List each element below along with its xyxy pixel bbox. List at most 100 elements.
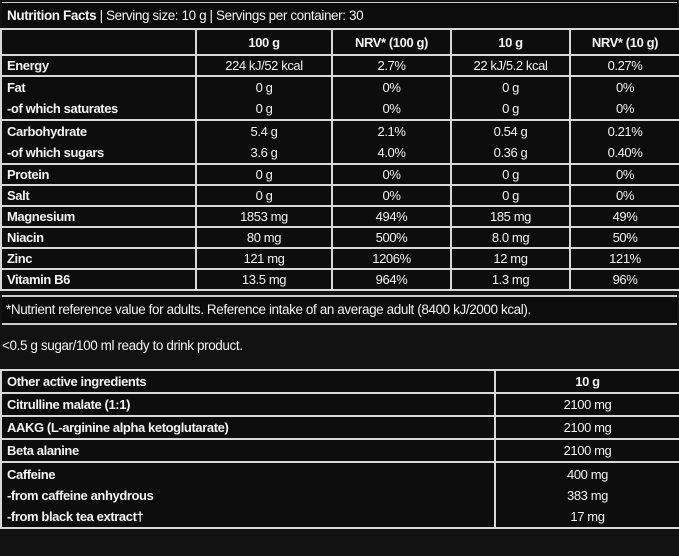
table-cell: 50% <box>569 226 679 249</box>
table-cell: Salt <box>0 184 197 207</box>
table-cell: 0.27% <box>569 54 679 77</box>
cell-text: 22 kJ/5.2 kcal <box>473 58 548 73</box>
cell-text: Citrulline malate (1:1) <box>7 397 130 412</box>
cell-text: 49% <box>612 209 638 224</box>
header-100g: 100 g <box>195 28 333 56</box>
cell-text: 0 g <box>502 101 519 116</box>
table-cell: 0 g <box>195 163 333 186</box>
cell-text: 1206% <box>372 251 411 266</box>
table-cell: 2100 mg <box>494 438 679 463</box>
cell-text: 0% <box>382 80 401 95</box>
table-cell: Carbohydrate -of which sugars <box>0 119 197 165</box>
table-cell: Protein <box>0 163 197 186</box>
cell-text: 0 g <box>255 80 273 95</box>
table-cell: 1206% <box>331 247 452 270</box>
table-row: Citrulline malate (1:1) 2100 mg <box>0 392 679 417</box>
title-bold: Nutrition Facts <box>7 8 97 23</box>
header-nrv-10g: NRV* (10 g) <box>569 28 679 56</box>
cell-text: 4.0% <box>377 145 406 160</box>
table-cell: 500% <box>331 226 452 249</box>
table-cell: 49% <box>569 205 679 228</box>
table-cell: 8.0 mg <box>450 226 571 249</box>
header-10g: 10 g <box>450 28 571 56</box>
active-ingredients-table: Other active ingredients 10 g Citrulline… <box>0 369 679 529</box>
cell-text: 2.7% <box>377 58 406 73</box>
cell-text: Niacin <box>7 230 44 245</box>
table-row: Caffeine -from caffeine anhydrous -from bl… <box>0 461 679 529</box>
table-cell: Citrulline malate (1:1) <box>0 392 496 417</box>
table-row: Magnesium 1853 mg 494% 185 mg 49% <box>0 205 679 228</box>
cell-text: Magnesium <box>7 209 75 224</box>
table-cell: 0% <box>569 184 679 207</box>
table-cell: Caffeine -from caffeine anhydrous -from bl… <box>0 461 496 529</box>
table-header-row: Other active ingredients 10 g <box>0 369 679 394</box>
cell-text: 121% <box>609 251 641 266</box>
table-row: Niacin 80 mg 500% 8.0 mg 50% <box>0 226 679 249</box>
table-cell: Energy <box>0 54 197 77</box>
table-cell: 0% 0% <box>569 75 679 121</box>
cell-text: 2.1% <box>377 124 406 139</box>
cell-text: 0.36 g <box>493 145 528 160</box>
table-cell: 964% <box>331 268 452 291</box>
cell-text: 0.21% <box>607 124 643 139</box>
cell-text: 5.4 g <box>250 124 278 139</box>
cell-text: 0 g <box>255 167 273 182</box>
table-cell: 0 g <box>450 163 571 186</box>
cell-text: 400 mg <box>567 466 608 482</box>
cell-text: -of which saturates <box>7 101 118 116</box>
table-row: Protein 0 g 0% 0 g 0% <box>0 163 679 186</box>
nutrition-facts-title: Nutrition Facts | Serving size: 10 g | S… <box>2 2 677 28</box>
cell-text: 0 g <box>255 101 273 116</box>
table-cell: 185 mg <box>450 205 571 228</box>
cell-text: Salt <box>7 188 30 203</box>
table-cell: 96% <box>569 268 679 291</box>
table-cell: Magnesium <box>0 205 197 228</box>
table-cell: 1.3 mg <box>450 268 571 291</box>
table-cell: AAKG (L-arginine alpha ketoglutarate) <box>0 415 496 440</box>
header-10g: 10 g <box>494 369 679 394</box>
cell-text: 0.27% <box>607 58 643 73</box>
table-cell: 2.7% <box>331 54 452 77</box>
table-row: Vitamin B6 13.5 mg 964% 1.3 mg 96% <box>0 268 679 291</box>
cell-text: 121 mg <box>243 251 285 266</box>
cell-text: 0 g <box>255 188 273 203</box>
cell-text: 185 mg <box>490 209 531 224</box>
table-cell: 121 mg <box>195 247 333 270</box>
table-cell: 0.21% 0.40% <box>569 119 679 165</box>
cell-text: 0% <box>382 167 401 182</box>
table-row: Energy 224 kJ/52 kcal 2.7% 22 kJ/5.2 kcal 0.… <box>0 54 679 77</box>
nutrition-table: 100 g NRV* (100 g) 10 g NRV* (10 g) Ener… <box>0 28 679 291</box>
cell-text: 17 mg <box>570 508 605 524</box>
cell-text: 1.3 mg <box>491 272 530 287</box>
cell-text: Caffeine <box>7 466 56 482</box>
cell-text: 383 mg <box>567 487 608 503</box>
cell-text: 0% <box>616 188 634 203</box>
cell-text: Fat <box>7 80 26 95</box>
table-cell: 2.1% 4.0% <box>331 119 452 165</box>
header-blank <box>0 28 197 56</box>
table-cell: 0% <box>569 163 679 186</box>
cell-text: Energy <box>7 58 49 73</box>
table-cell: Zinc <box>0 247 197 270</box>
cell-text: 494% <box>375 209 408 224</box>
cell-text: 12 mg <box>493 251 528 266</box>
cell-text: 3.6 g <box>250 145 278 160</box>
table-cell: 494% <box>331 205 452 228</box>
table-cell: 80 mg <box>195 226 333 249</box>
cell-text: 0% <box>382 188 401 203</box>
cell-text: 96% <box>612 272 638 287</box>
table-cell: 0.54 g 0.36 g <box>450 119 571 165</box>
nrv-footnote: *Nutrient reference value for adults. Re… <box>2 295 677 325</box>
cell-text: -from black tea extract† <box>7 508 144 524</box>
table-cell: 13.5 mg <box>195 268 333 291</box>
cell-text: Vitamin B6 <box>7 272 70 287</box>
cell-text: 0% <box>382 101 401 116</box>
table-row: Beta alanine 2100 mg <box>0 438 679 463</box>
table-row: Carbohydrate -of which sugars 5.4 g 3.6 g 2.… <box>0 119 679 165</box>
table-row: AAKG (L-arginine alpha ketoglutarate) 210… <box>0 415 679 440</box>
table-cell: 2100 mg <box>494 392 679 417</box>
table-cell: 400 mg 383 mg 17 mg <box>494 461 679 529</box>
table-row: Salt 0 g 0% 0 g 0% <box>0 184 679 207</box>
